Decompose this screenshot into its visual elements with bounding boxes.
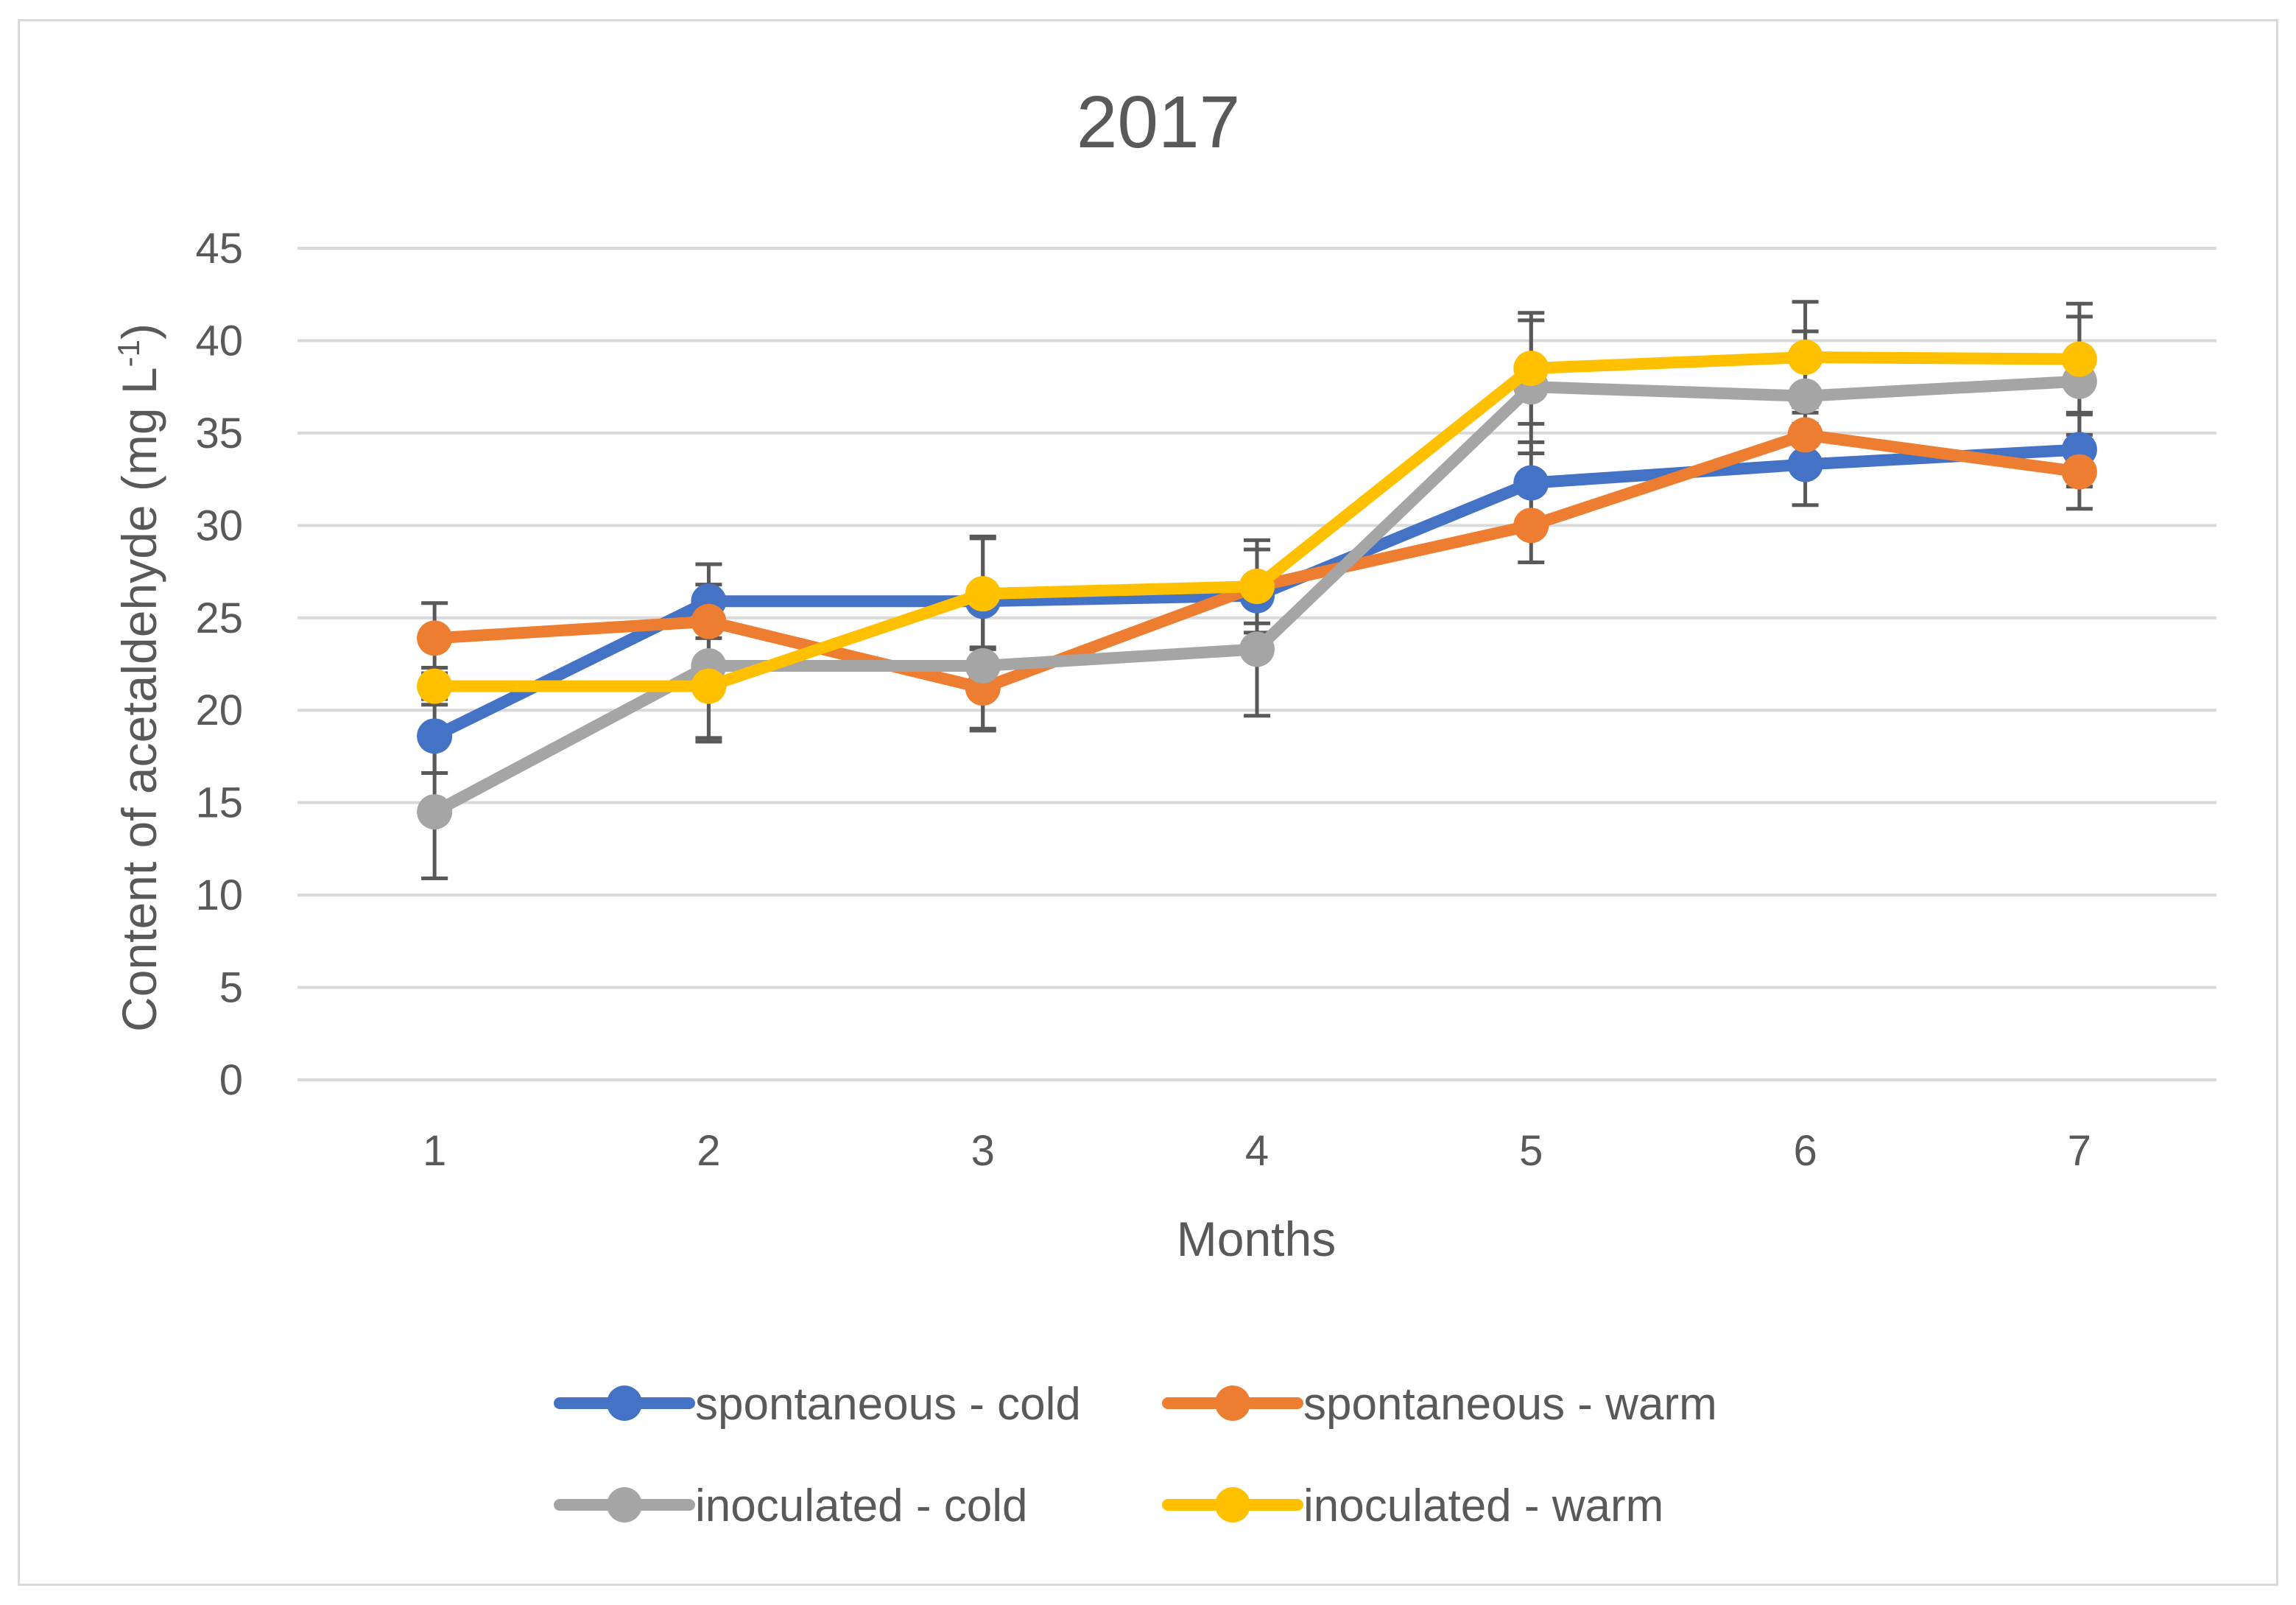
data-point-spontaneous-warm-7 — [2061, 454, 2097, 490]
data-point-inoculated-cold-1 — [417, 794, 453, 830]
legend: spontaneous - cold spontaneous - warm inoc… — [554, 1379, 1717, 1531]
y-tick-label-15: 15 — [195, 779, 243, 827]
y-tick-label-45: 45 — [195, 225, 243, 273]
data-point-inoculated-warm-3 — [965, 576, 1001, 612]
y-tick-label-30: 30 — [195, 502, 243, 549]
legend-label-inoculated-warm: inoculated - warm — [1303, 1481, 1663, 1531]
y-axis-title-end: ) — [112, 323, 166, 340]
data-point-inoculated-cold-4 — [1239, 631, 1275, 667]
legend-label-spontaneous-warm: spontaneous - warm — [1303, 1379, 1717, 1430]
data-point-inoculated-warm-6 — [1787, 340, 1823, 376]
y-tick-label-25: 25 — [195, 594, 243, 642]
data-point-inoculated-warm-5 — [1513, 351, 1549, 387]
data-point-inoculated-warm-1 — [417, 668, 453, 704]
x-tick-label-7: 7 — [2068, 1127, 2091, 1175]
data-point-spontaneous-warm-6 — [1787, 417, 1823, 453]
data-point-inoculated-warm-4 — [1239, 569, 1275, 605]
data-point-inoculated-cold-6 — [1787, 378, 1823, 414]
y-tick-label-10: 10 — [195, 871, 243, 919]
y-tick-label-20: 20 — [195, 686, 243, 734]
data-point-inoculated-warm-7 — [2061, 341, 2097, 377]
gridlines — [297, 247, 2216, 1081]
data-point-inoculated-cold-3 — [965, 648, 1001, 684]
x-tick-label-3: 3 — [971, 1127, 995, 1175]
x-axis-title: Months — [1177, 1212, 1336, 1266]
y-axis-tick-labels: 0 5 10 15 20 25 30 35 40 45 — [195, 225, 243, 1104]
y-axis-title-superscript: -1 — [111, 340, 146, 367]
x-tick-label-5: 5 — [1519, 1127, 1543, 1175]
y-axis-title-main: Content of acetaldehyde (mg L — [112, 367, 166, 1032]
data-point-spontaneous-warm-1 — [417, 620, 453, 656]
legend-marker-spontaneous-warm — [1215, 1386, 1250, 1421]
y-tick-label-0: 0 — [219, 1056, 243, 1104]
data-point-spontaneous-warm-5 — [1513, 508, 1549, 544]
x-tick-label-1: 1 — [423, 1127, 446, 1175]
y-tick-label-5: 5 — [219, 964, 243, 1012]
x-axis-tick-labels: 1 2 3 4 5 6 7 — [423, 1127, 2091, 1175]
y-tick-label-35: 35 — [195, 410, 243, 457]
series-lines — [417, 340, 2097, 830]
x-tick-label-4: 4 — [1245, 1127, 1269, 1175]
legend-label-inoculated-cold: inoculated - cold — [695, 1481, 1028, 1531]
data-point-inoculated-warm-2 — [691, 668, 727, 704]
data-point-spontaneous-warm-2 — [691, 603, 727, 639]
legend-marker-spontaneous-cold — [607, 1386, 642, 1421]
x-tick-label-2: 2 — [697, 1127, 720, 1175]
legend-marker-inoculated-warm — [1215, 1487, 1250, 1523]
y-axis-title: Content of acetaldehyde (mg L-1) — [111, 323, 167, 1032]
x-tick-label-6: 6 — [1793, 1127, 1817, 1175]
y-tick-label-40: 40 — [195, 317, 243, 365]
data-point-spontaneous-cold-1 — [417, 718, 453, 754]
data-point-spontaneous-cold-6 — [1787, 446, 1823, 482]
data-point-spontaneous-cold-5 — [1513, 465, 1549, 501]
chart-title: 2017 — [1077, 81, 1240, 164]
legend-label-spontaneous-cold: spontaneous - cold — [695, 1379, 1081, 1430]
legend-marker-inoculated-cold — [607, 1487, 642, 1523]
